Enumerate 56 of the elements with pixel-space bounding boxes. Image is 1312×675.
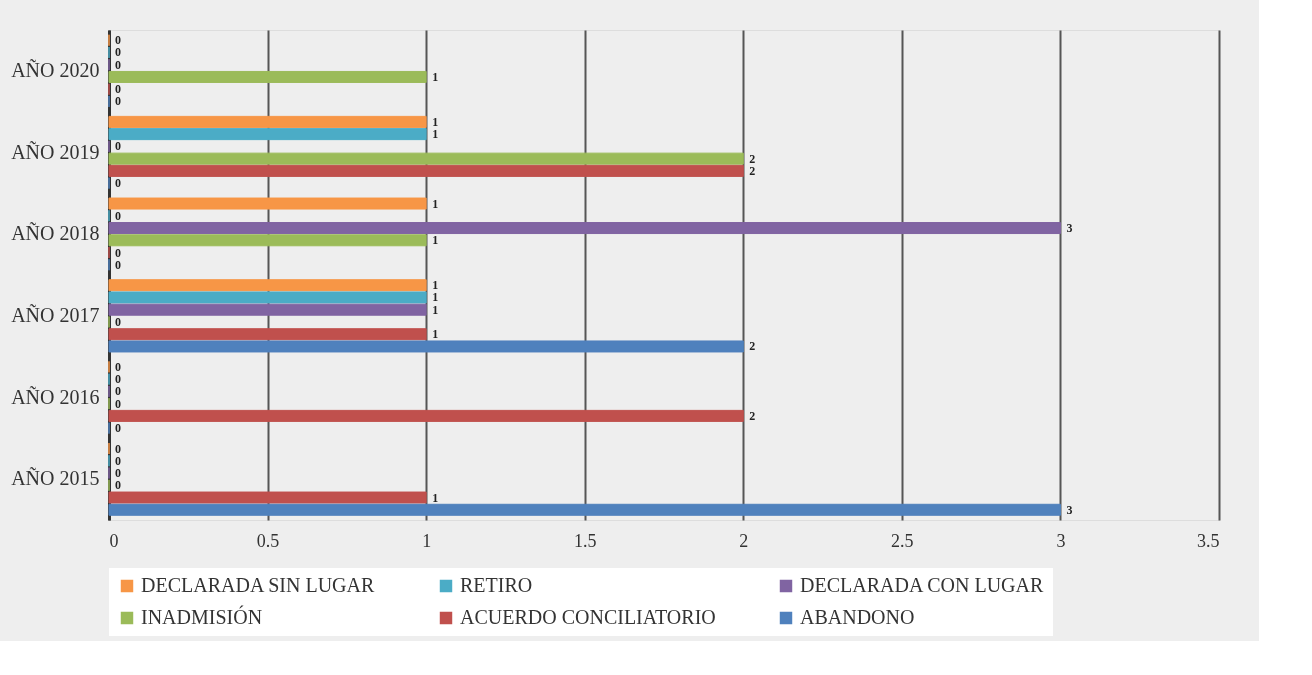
data-label: 1 — [432, 278, 439, 293]
data-label: 0 — [115, 466, 121, 481]
data-label: 0 — [115, 139, 121, 154]
data-label: 1 — [432, 127, 439, 142]
legend-label: RETIRO — [460, 574, 533, 596]
legend-label: INADMISIÓN — [141, 605, 263, 628]
data-label: 1 — [432, 69, 439, 84]
data-label: 0 — [115, 33, 121, 48]
data-label: 1 — [432, 196, 439, 211]
y-tick-label: AÑO 2017 — [11, 302, 100, 326]
x-tick-label: 0 — [109, 530, 119, 551]
x-tick-label: 3 — [1056, 530, 1066, 551]
legend-label: ACUERDO CONCILIATORIO — [460, 606, 716, 628]
data-label: 1 — [432, 233, 439, 248]
data-label: 0 — [115, 176, 121, 191]
data-label: 2 — [749, 408, 756, 423]
data-label: 1 — [432, 114, 439, 129]
x-tick-label: 0.5 — [256, 530, 280, 551]
data-label: 0 — [115, 94, 121, 109]
data-label: 3 — [1066, 221, 1073, 236]
data-label: 0 — [115, 441, 121, 456]
x-tick-label: 1.5 — [573, 530, 597, 551]
data-label: 0 — [115, 384, 121, 399]
legend-label: DECLARADA CON LUGAR — [800, 574, 1044, 596]
y-tick-label: AÑO 2015 — [11, 466, 100, 490]
data-label: 0 — [115, 421, 121, 436]
legend-label: ABANDONO — [800, 606, 915, 628]
data-label: 1 — [432, 302, 439, 317]
data-label: 0 — [115, 57, 121, 72]
data-label: 0 — [115, 208, 121, 223]
data-label: 0 — [115, 396, 121, 411]
data-label: 0 — [115, 453, 121, 468]
x-tick-label: 2 — [739, 530, 749, 551]
data-label: 1 — [432, 290, 439, 305]
data-label: 1 — [432, 327, 439, 342]
data-label: 0 — [115, 314, 121, 329]
y-tick-label: AÑO 2016 — [11, 384, 100, 408]
data-label: 0 — [115, 257, 121, 272]
x-tick-label: 3.5 — [1197, 530, 1220, 551]
data-label: 0 — [115, 359, 121, 374]
data-label: 0 — [115, 45, 121, 60]
data-label: 1 — [432, 490, 439, 505]
data-label: 2 — [749, 163, 756, 178]
data-label: 0 — [115, 245, 121, 260]
y-tick-label: AÑO 2020 — [11, 57, 100, 81]
data-label: 2 — [749, 151, 756, 166]
legend-label: DECLARADA SIN LUGAR — [141, 574, 375, 596]
data-label: 3 — [1066, 502, 1073, 517]
x-tick-label: 1 — [422, 530, 432, 551]
data-label: 0 — [115, 82, 121, 97]
y-tick-label: AÑO 2018 — [11, 221, 100, 245]
data-label: 0 — [115, 372, 121, 387]
data-label: 2 — [749, 339, 756, 354]
x-tick-label: 2.5 — [891, 530, 914, 551]
y-tick-label: AÑO 2019 — [11, 139, 100, 163]
data-label: 0 — [115, 478, 121, 493]
